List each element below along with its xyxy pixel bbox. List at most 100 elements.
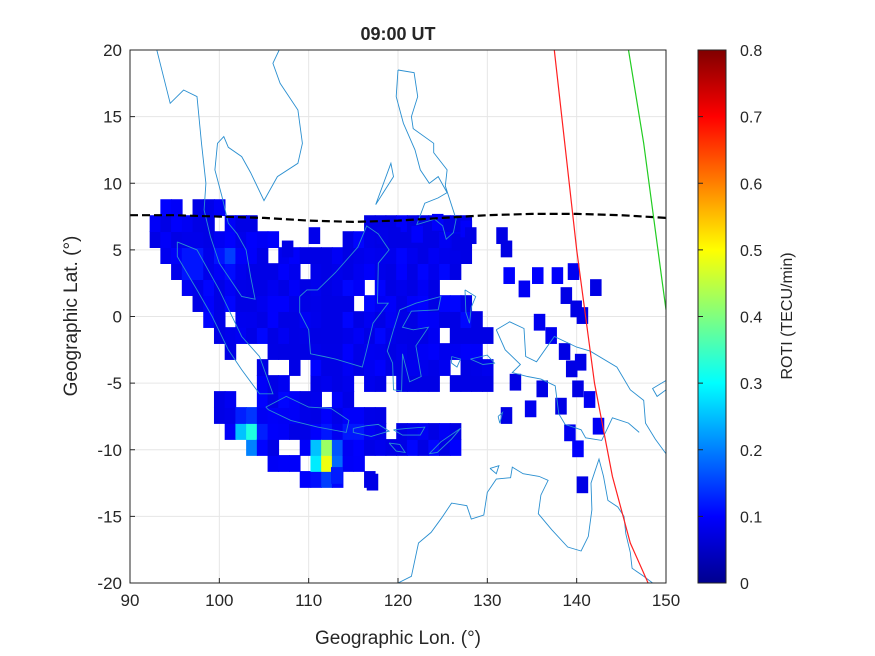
roti-cell bbox=[353, 359, 365, 376]
roti-cell bbox=[449, 263, 462, 280]
roti-cell bbox=[406, 359, 419, 376]
roti-cell bbox=[289, 247, 301, 264]
roti-cell bbox=[342, 455, 355, 472]
roti-cell bbox=[278, 375, 290, 392]
roti-cell bbox=[500, 240, 513, 258]
roti-cell bbox=[331, 295, 344, 312]
roti-cell bbox=[449, 247, 462, 264]
roti-cell bbox=[342, 263, 355, 280]
roti-cell bbox=[353, 247, 365, 264]
roti-cell bbox=[331, 311, 344, 328]
roti-cell bbox=[192, 295, 205, 312]
roti-cell bbox=[203, 295, 215, 312]
roti-cell bbox=[289, 455, 301, 472]
roti-cell bbox=[289, 343, 301, 360]
roti-cell bbox=[256, 439, 269, 456]
roti-cell bbox=[213, 279, 226, 296]
x-tick-label: 130 bbox=[473, 591, 501, 610]
roti-cell bbox=[331, 327, 344, 344]
colorbar-tick-label: 0 bbox=[740, 576, 749, 593]
roti-cell bbox=[213, 407, 226, 424]
roti-cell bbox=[342, 423, 355, 440]
roti-cell bbox=[310, 423, 322, 440]
roti-cell bbox=[406, 343, 419, 360]
roti-cell bbox=[428, 439, 440, 456]
roti-cell bbox=[406, 263, 419, 280]
roti-cell bbox=[364, 343, 376, 360]
roti-cell bbox=[267, 439, 280, 456]
roti-cell bbox=[331, 467, 343, 484]
roti-cell bbox=[267, 279, 280, 296]
roti-cell bbox=[310, 407, 322, 424]
roti-cell bbox=[572, 380, 584, 398]
roti-cell bbox=[299, 407, 312, 424]
roti-cell bbox=[331, 263, 344, 280]
roti-cell bbox=[396, 423, 408, 440]
roti-cell bbox=[396, 295, 408, 312]
roti-cell bbox=[246, 439, 258, 456]
roti-cell bbox=[246, 423, 258, 440]
coastline bbox=[496, 321, 666, 454]
coastline bbox=[388, 442, 407, 453]
roti-cell bbox=[524, 400, 537, 418]
roti-cell bbox=[396, 215, 408, 233]
roti-cell bbox=[364, 263, 376, 280]
roti-cell bbox=[310, 471, 322, 488]
coastline bbox=[451, 356, 462, 368]
coastlines bbox=[156, 50, 666, 583]
roti-cell bbox=[576, 476, 589, 494]
y-tick-label: -10 bbox=[97, 441, 122, 460]
roti-cell bbox=[406, 279, 419, 296]
roti-cell bbox=[353, 407, 365, 424]
y-tick-label: -5 bbox=[107, 374, 122, 393]
roti-cell bbox=[246, 407, 258, 424]
roti-cell bbox=[331, 455, 344, 472]
roti-cell bbox=[417, 295, 430, 312]
roti-cell bbox=[342, 359, 355, 376]
roti-cell bbox=[256, 423, 269, 440]
roti-cell bbox=[428, 311, 440, 328]
roti-cell bbox=[406, 247, 419, 264]
roti-cell bbox=[256, 279, 269, 296]
roti-cell bbox=[417, 215, 430, 233]
roti-cell bbox=[213, 391, 226, 408]
roti-cell bbox=[481, 327, 494, 344]
roti-cell bbox=[246, 279, 258, 296]
roti-cell bbox=[385, 343, 398, 360]
roti-cell bbox=[331, 439, 344, 456]
roti-cell bbox=[374, 439, 387, 456]
roti-cell bbox=[181, 279, 194, 296]
coastline bbox=[386, 295, 442, 392]
roti-cell bbox=[364, 247, 376, 264]
roti-cell bbox=[267, 327, 280, 344]
roti-cell bbox=[235, 247, 247, 264]
roti-cell bbox=[246, 263, 258, 280]
coastline bbox=[299, 225, 390, 368]
roti-cell bbox=[374, 343, 387, 360]
roti-cell bbox=[590, 279, 602, 296]
roti-cell bbox=[342, 343, 355, 360]
roti-cell bbox=[246, 247, 258, 264]
roti-cell bbox=[331, 279, 344, 296]
roti-cell bbox=[439, 247, 451, 264]
x-tick-label: 150 bbox=[652, 591, 680, 610]
roti-cell bbox=[417, 263, 430, 280]
roti-cell bbox=[471, 375, 483, 392]
roti-cell bbox=[149, 231, 162, 249]
roti-cell bbox=[564, 424, 576, 442]
roti-cell bbox=[558, 343, 571, 360]
roti-cell bbox=[364, 359, 376, 376]
roti-cell bbox=[533, 313, 546, 331]
roti-cell bbox=[310, 311, 322, 328]
roti-cell bbox=[406, 375, 419, 392]
roti-cell bbox=[267, 231, 280, 249]
roti-cell bbox=[246, 327, 258, 344]
roti-cell bbox=[278, 423, 290, 440]
x-axis-label: Geographic Lon. (°) bbox=[315, 628, 481, 649]
roti-cell bbox=[396, 343, 408, 360]
roti-cell bbox=[321, 295, 333, 312]
roti-cell bbox=[417, 359, 430, 376]
roti-cell bbox=[342, 407, 355, 424]
roti-cell bbox=[374, 375, 387, 392]
roti-cell bbox=[192, 263, 205, 280]
